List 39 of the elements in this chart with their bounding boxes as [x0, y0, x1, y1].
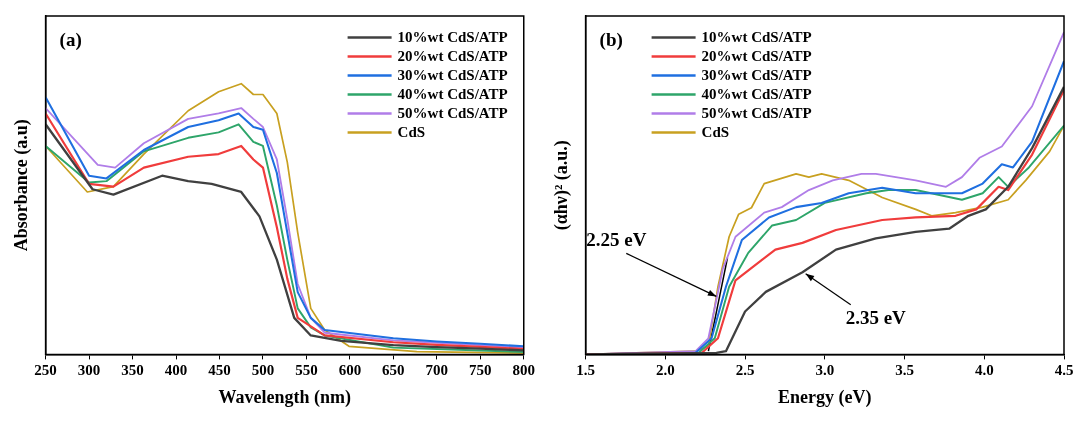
x-tick-label: 650: [382, 362, 405, 379]
x-tick-label: 750: [469, 362, 492, 379]
legend-label: CdS: [397, 124, 426, 141]
x-tick-label: 450: [208, 362, 231, 379]
x-tick-label: 550: [295, 362, 318, 379]
x-tick-label: 2.0: [655, 362, 675, 379]
x-tick-label: 4.0: [974, 362, 994, 379]
legend-label: 30%wt CdS/ATP: [397, 67, 508, 84]
x-tick-label: 800: [512, 362, 535, 379]
chart-title: (b): [599, 29, 623, 52]
x-tick-label: 1.5: [576, 362, 595, 379]
legend-label: 50%wt CdS/ATP: [701, 105, 812, 122]
chart-title: (a): [59, 29, 82, 52]
legend-label: 20%wt CdS/ATP: [701, 48, 812, 65]
legend-label: 40%wt CdS/ATP: [397, 86, 508, 103]
x-tick-label: 500: [251, 362, 275, 379]
x-tick-label: 3.5: [895, 362, 914, 379]
x-tick-label: 4.5: [1054, 362, 1074, 379]
legend-label: 10%wt CdS/ATP: [701, 29, 812, 46]
legend-label: 10%wt CdS/ATP: [397, 29, 508, 46]
y-axis-title: (αhν)² (a.u.): [551, 140, 573, 231]
x-axis-title: Energy (eV): [778, 386, 872, 408]
x-axis-title: Wavelength (nm): [218, 386, 351, 408]
legend-label: 30%wt CdS/ATP: [701, 67, 812, 84]
legend-label: 50%wt CdS/ATP: [397, 105, 508, 122]
annotation: 2.35 eV: [845, 306, 907, 328]
x-tick-label: 250: [34, 362, 57, 379]
legend-label: 40%wt CdS/ATP: [701, 86, 812, 103]
y-axis-title: Absorbance (a.u): [11, 119, 33, 252]
x-tick-label: 2.5: [735, 362, 755, 379]
x-tick-label: 400: [164, 362, 188, 379]
legend-label: CdS: [701, 124, 730, 141]
x-tick-label: 3.0: [815, 362, 835, 379]
annotation: 2.25 eV: [586, 229, 647, 251]
x-tick-label: 700: [425, 362, 449, 379]
x-tick-label: 350: [121, 362, 144, 379]
legend-label: 20%wt CdS/ATP: [397, 48, 508, 65]
x-tick-label: 600: [338, 362, 362, 379]
x-tick-label: 300: [77, 362, 101, 379]
